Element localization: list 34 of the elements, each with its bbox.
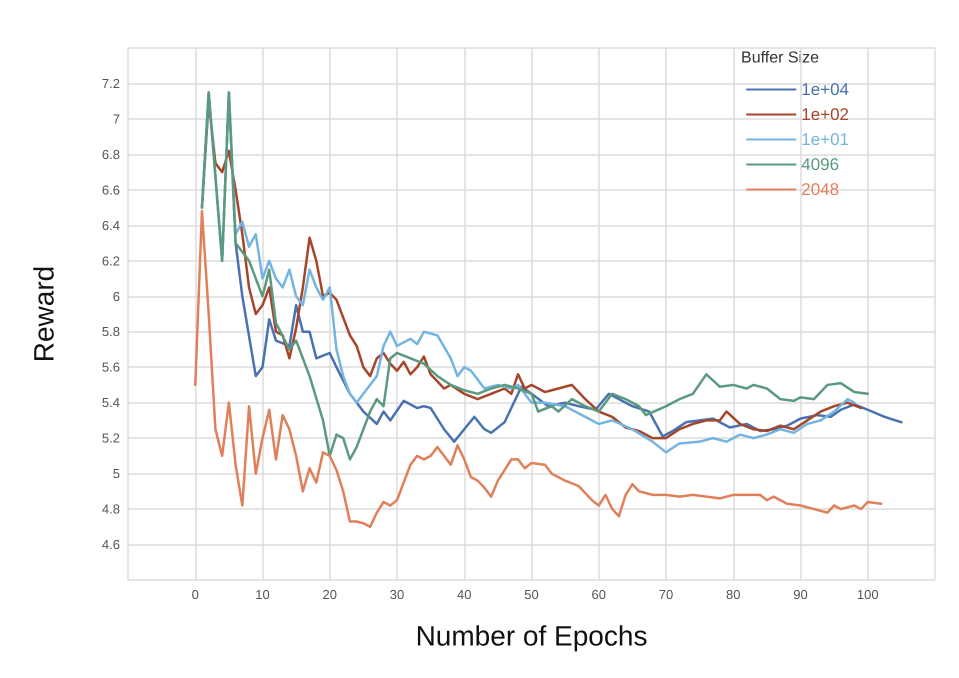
y-tick-label: 6.6: [102, 182, 120, 198]
x-tick-label: 30: [390, 587, 404, 602]
y-tick-label: 6.8: [102, 146, 120, 162]
y-tick-label: 5.4: [102, 395, 120, 410]
y-tick-label: 6.2: [102, 253, 120, 268]
y-tick-label: 5.8: [102, 324, 120, 340]
y-tick-label: 4.8: [102, 502, 120, 517]
y-tick-label: 6.4: [102, 218, 120, 233]
y-tick-label: 6: [112, 288, 120, 304]
legend-label: 4096: [801, 155, 840, 174]
x-tick-label: 80: [726, 587, 740, 602]
line-series: [194, 210, 882, 528]
legend-label: 1e+01: [801, 130, 850, 149]
x-tick-label: 100: [856, 587, 879, 602]
x-tick-label: 0: [192, 587, 199, 602]
legend-title: Buffer Size: [741, 50, 820, 66]
x-tick-label: 40: [457, 587, 472, 602]
legend-label: 2048: [801, 180, 840, 199]
y-tick-label: 5: [112, 466, 120, 482]
x-tick-label: 70: [658, 587, 674, 602]
y-tick-label: 5.6: [102, 360, 120, 375]
y-tick-label: 5.2: [102, 430, 120, 446]
x-tick-label: 10: [255, 587, 270, 602]
x-axis-title: Number of Epochs: [416, 620, 648, 652]
x-tick-label: 20: [322, 587, 337, 602]
y-tick-label: 4.6: [102, 537, 120, 552]
legend-label: 1e+02: [801, 105, 850, 124]
y-axis-title: Reward: [28, 266, 60, 362]
x-tick-label: 90: [793, 587, 808, 602]
y-tick-label: 7: [112, 111, 120, 126]
legend-label: 1e+04: [801, 80, 850, 99]
y-tick-label: 7.2: [102, 76, 120, 91]
x-tick-label: 60: [592, 587, 606, 602]
x-tick-label: 50: [524, 587, 539, 602]
